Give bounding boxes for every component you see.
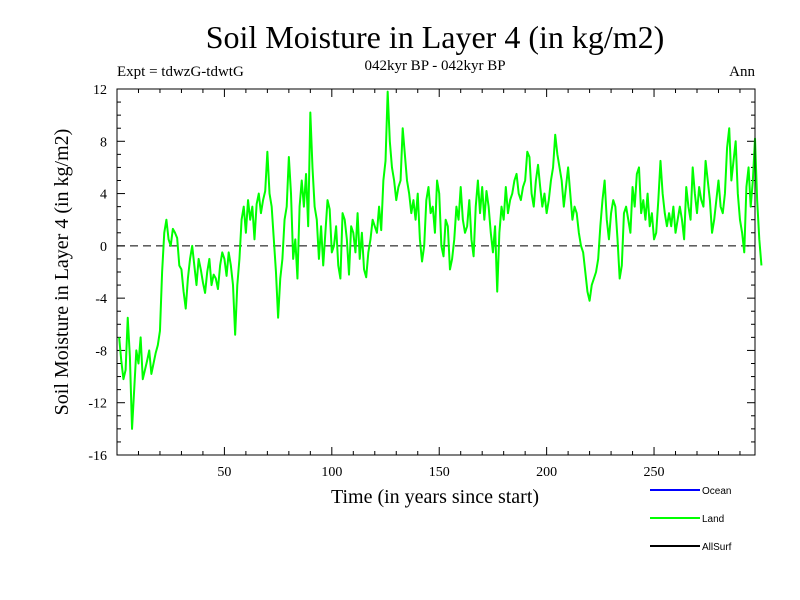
expt-label: Expt = tdwzG-tdwtG [117,64,244,80]
y-tick-label: 4 [100,188,107,203]
y-tick-label: -8 [95,344,107,359]
legend-label-allsurf: AllSurf [702,542,732,553]
plot-frame [116,88,756,456]
x-axis-label: Time (in years since start) [331,486,539,508]
series-line-land [118,90,763,430]
x-tick-label: 250 [644,465,665,480]
x-tick-label: 50 [217,465,231,480]
legend: Ocean Land AllSurf [650,486,732,553]
chart-subtitle: 042kyr BP - 042kyr BP [364,58,505,74]
x-tick-label: 100 [321,465,342,480]
x-tick-label: 200 [536,465,557,480]
season-label: Ann [729,64,755,80]
y-axis-label: Soil Moisture in Layer 4 (in kg/m2) [51,129,73,416]
y-tick-label: 0 [100,240,107,255]
y-tick-label: -16 [88,449,107,464]
chart-title: Soil Moisture in Layer 4 (in kg/m2) [206,19,665,55]
y-tick-label: -12 [88,397,107,412]
y-tick-label: -4 [95,292,107,307]
y-tick-label: 8 [100,135,107,150]
legend-label-ocean: Ocean [702,486,731,497]
legend-label-land: Land [702,514,724,525]
x-tick-label: 150 [429,465,450,480]
y-tick-label: 12 [93,83,107,98]
